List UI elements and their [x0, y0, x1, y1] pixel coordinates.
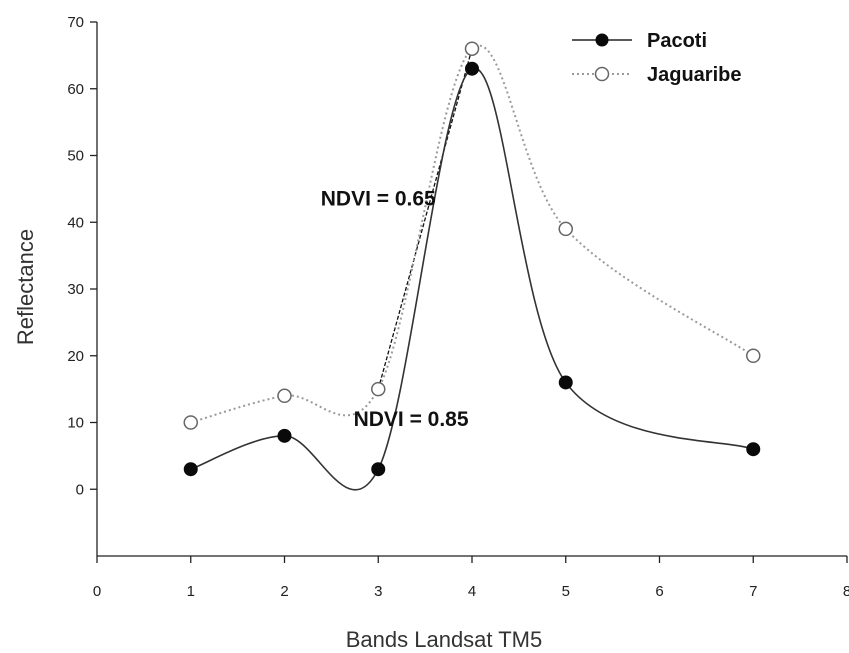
legend-marker-pacoti	[595, 33, 609, 47]
x-tick-label: 1	[187, 583, 195, 600]
point-jaguaribe-band-3	[371, 381, 386, 397]
x-tick-label: 2	[280, 583, 288, 600]
point-jaguaribe-band-4	[464, 41, 480, 56]
series-line-jaguaribe	[190, 44, 754, 424]
legend-marker-jaguaribe	[594, 66, 610, 82]
x-axis-title: Bands Landsat TM5	[346, 627, 543, 652]
point-pacoti-band-2	[277, 428, 292, 443]
y-tick-label: 50	[67, 148, 84, 165]
annotation-ndvi-0: NDVI = 0.65	[321, 188, 436, 211]
x-tick-label: 7	[749, 583, 757, 600]
y-tick-label: 20	[67, 348, 84, 365]
ndvi-connector-line	[377, 48, 473, 390]
legend-label-jaguaribe: Jaguaribe	[647, 64, 741, 86]
series-markers	[183, 41, 761, 477]
point-pacoti-band-4	[465, 61, 479, 76]
point-jaguaribe-band-1	[183, 415, 198, 430]
legend-label-pacoti: Pacoti	[647, 30, 707, 52]
y-tick-label: 60	[67, 81, 84, 98]
y-tick-label: 30	[67, 281, 84, 298]
y-tick-label: 70	[67, 14, 84, 31]
y-tick-label: 0	[76, 481, 84, 498]
x-tick-label: 6	[655, 583, 663, 600]
axes: 0 10 20 30 40 50 60 70 0 1 2 3 4 5 6 7 8 Bands Landsat TM…	[13, 14, 849, 652]
point-jaguaribe-band-5	[558, 221, 573, 237]
annotation-connectors	[377, 48, 473, 390]
point-pacoti-band-7	[746, 442, 761, 457]
point-jaguaribe-band-2	[277, 388, 292, 404]
x-tick-label: 8	[843, 583, 849, 600]
y-tick-label: 10	[67, 415, 84, 432]
point-pacoti-band-1	[183, 462, 198, 477]
point-pacoti-band-5	[558, 375, 573, 390]
legend: Pacoti Jaguaribe	[572, 30, 741, 86]
point-pacoti-band-3	[371, 462, 386, 477]
annotations: NDVI = 0.65 NDVI = 0.85	[321, 188, 469, 431]
y-tick-label: 40	[67, 214, 84, 231]
x-tick-label: 0	[93, 583, 101, 600]
series-line-pacoti	[190, 67, 754, 491]
x-tick-label: 4	[468, 583, 476, 600]
annotation-ndvi-1: NDVI = 0.85	[354, 408, 469, 431]
series-curves	[190, 44, 754, 491]
y-axis-title: Reflectance	[13, 229, 38, 345]
point-jaguaribe-band-7	[746, 348, 761, 363]
x-tick-label: 3	[374, 583, 382, 600]
x-tick-label: 5	[562, 583, 570, 600]
